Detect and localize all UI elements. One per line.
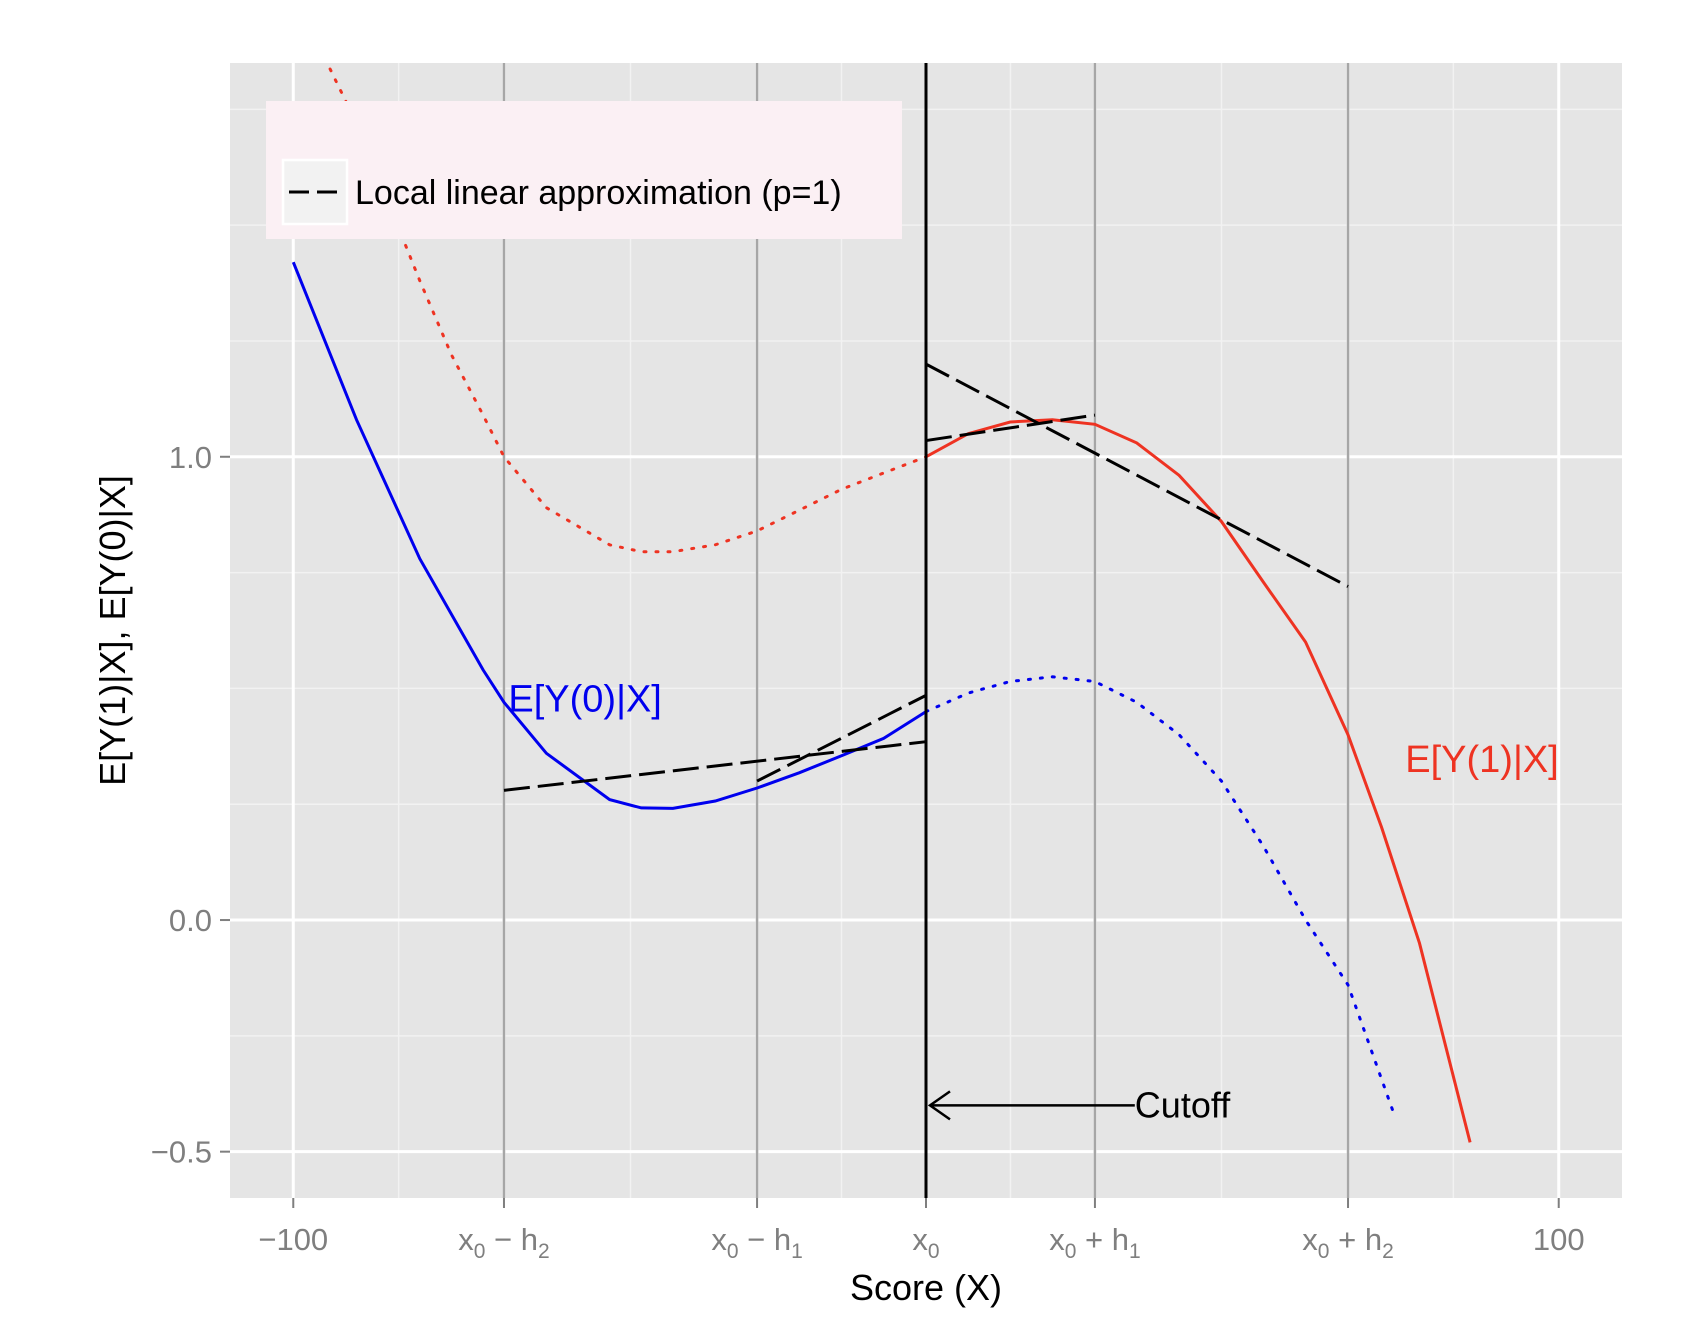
x-axis-ticks: −100 x0 − h2 x0 − h1 x0 x0 + h1 x0 + h2 100 [258,1198,1585,1263]
y-tick-label: −0.5 [151,1135,212,1170]
curves [291,63,1472,1143]
x-tick-label: x0 − h2 [458,1222,549,1263]
local-linear-line [925,413,1096,443]
curve-label-0: E[Y(0)|X] [508,679,661,721]
legend: Local linear approximation (p=1) [266,101,902,239]
y-axis-ticks: 1.0 0.0 −0.5 [151,440,230,1170]
local-linear-line [503,740,927,792]
series-solid-0 [291,261,927,810]
cutoff-annotation: Cutoff [924,63,1231,1198]
x-tick-label: 100 [1533,1222,1585,1257]
series-solid-1 [925,418,1472,1143]
y-tick-label: 1.0 [169,440,212,475]
x-tick-label: x0 + h2 [1302,1222,1393,1263]
legend-label: Local linear approximation (p=1) [355,174,842,212]
y-axis-title: E[Y(1)|X], E[Y(0)|X] [92,475,133,786]
cutoff-arrow-head [927,1090,951,1121]
x-tick-label: x0 + h1 [1049,1222,1140,1263]
local-linear-line [925,362,1349,588]
local-linear-line [756,694,927,783]
y-tick-label: 0.0 [169,903,212,938]
curve-labels: E[Y(0)|X] E[Y(1)|X] [508,679,1558,781]
x-tick-label: x0 − h1 [711,1222,802,1263]
bandwidth-lines [502,63,1350,1198]
x-tick-label: x0 [912,1222,939,1263]
local-linear-lines [503,362,1349,792]
legend-background [266,101,902,239]
cutoff-label: Cutoff [1135,1084,1231,1125]
x-tick-label: −100 [258,1222,328,1257]
x-axis-title: Score (X) [850,1267,1002,1308]
curve-label-1: E[Y(1)|X] [1405,739,1558,781]
